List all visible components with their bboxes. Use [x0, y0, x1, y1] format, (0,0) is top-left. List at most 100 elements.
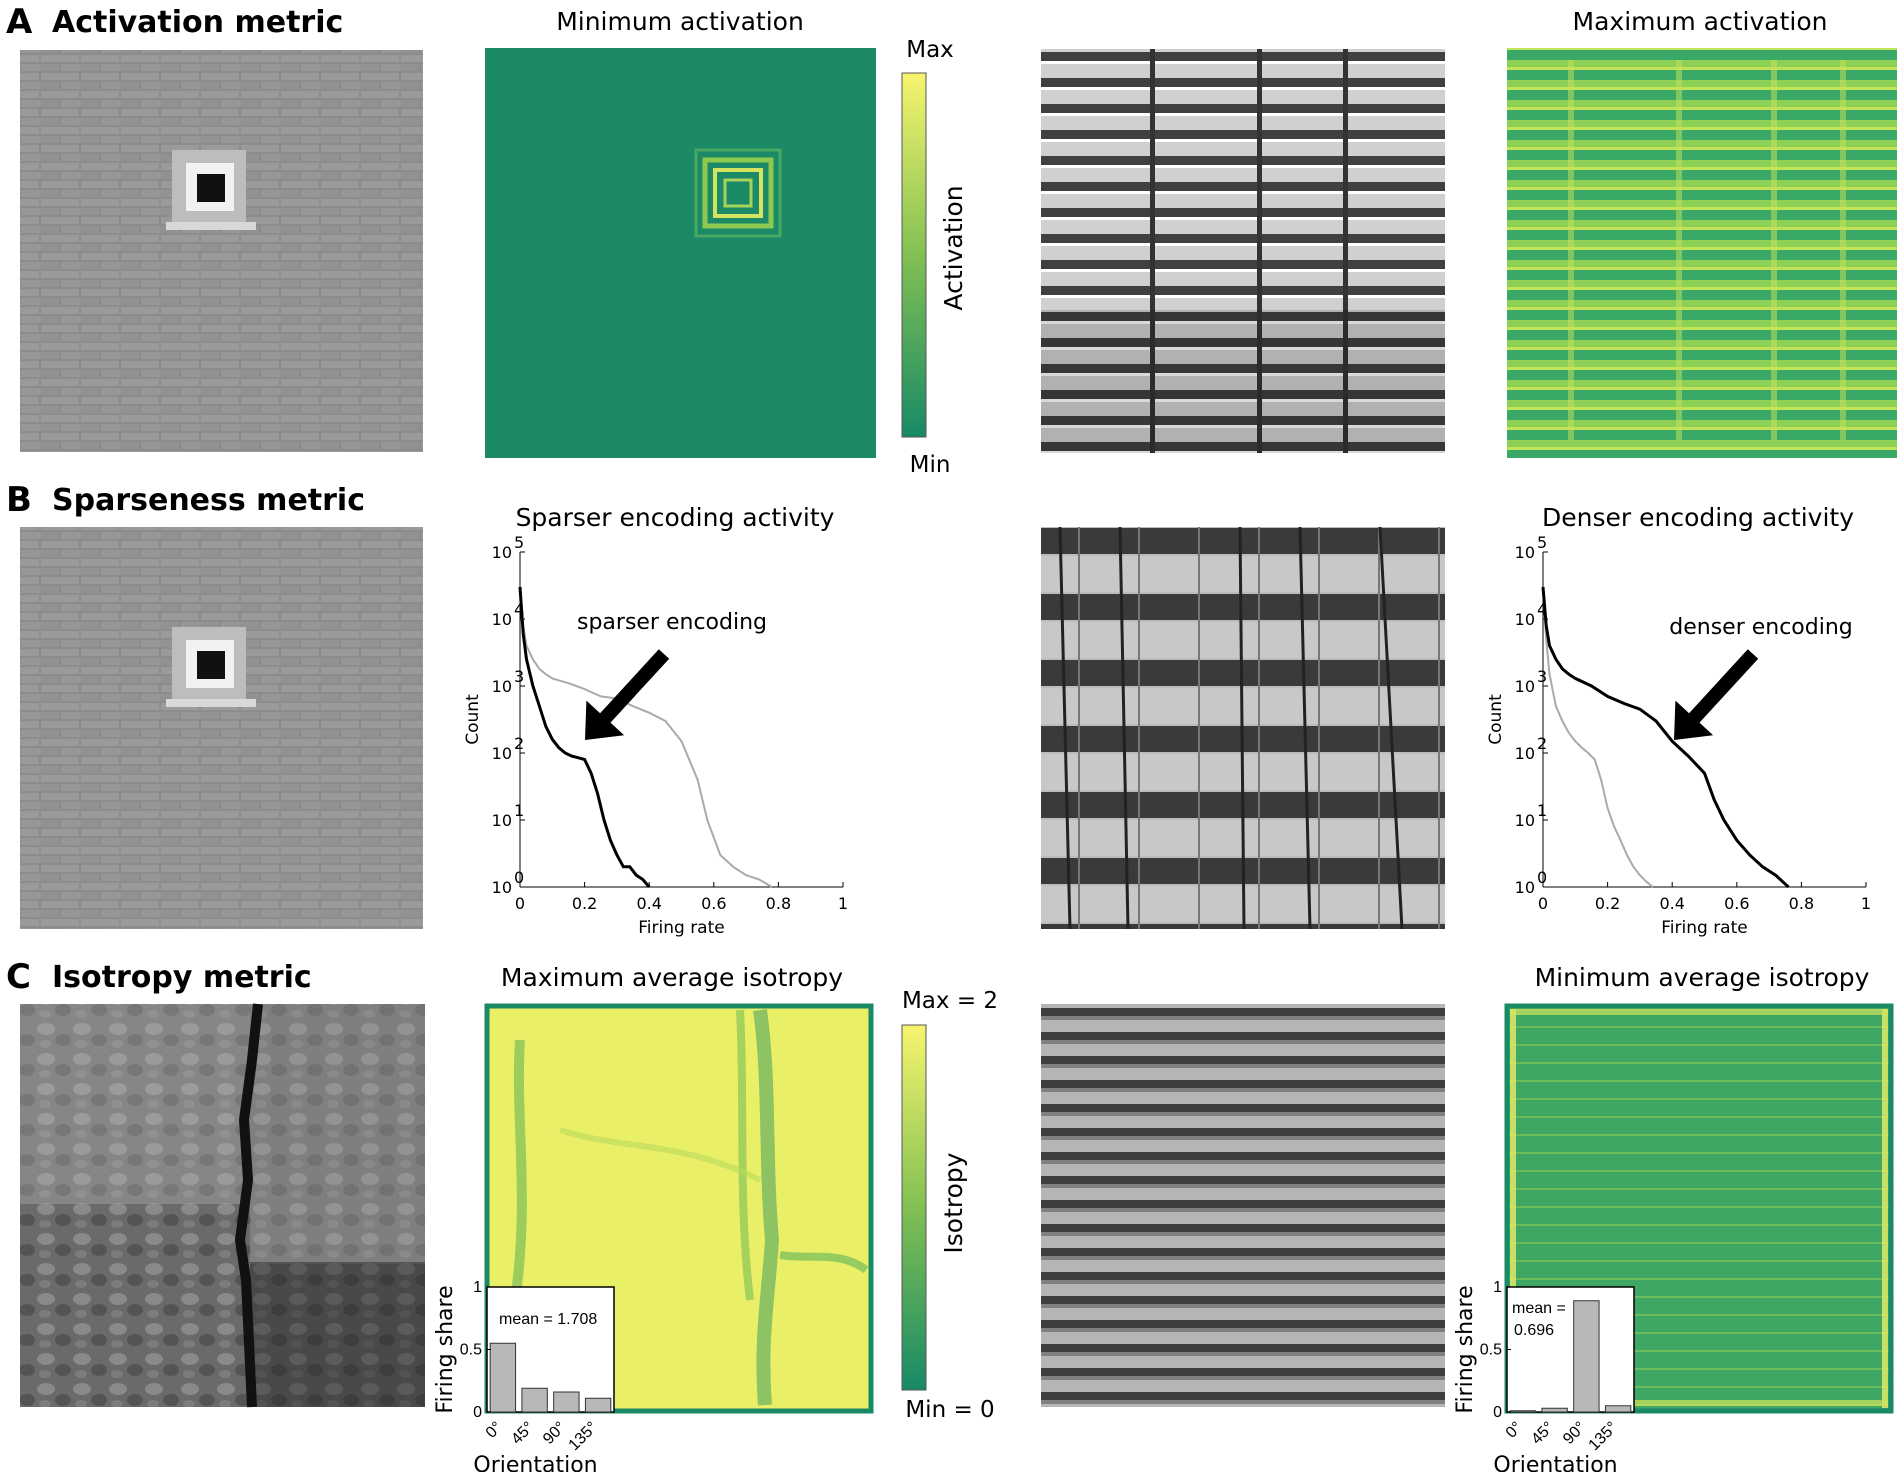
- y-tick-exponent: 4: [514, 600, 524, 619]
- y-tick-exponent: 1: [514, 801, 524, 820]
- brick-wall-image-b: [20, 527, 423, 929]
- y-axis-label: Firing share: [1453, 1285, 1478, 1413]
- y-tick-exponent: 0: [514, 868, 524, 887]
- y-tick-label: 10: [492, 878, 512, 897]
- x-axis-label: Orientation: [1493, 1453, 1617, 1472]
- max-isotropy-orientation-inset: 0° 45° 90°135° 0 0.5 1 Orientation Firing share…: [433, 1279, 615, 1472]
- subtitle-minimum-isotropy: Minimum average isotropy: [1535, 963, 1870, 992]
- blinds-image: [1041, 49, 1445, 453]
- y-tick-label: 10: [492, 543, 512, 562]
- subtitle-maximum-activation: Maximum activation: [1573, 7, 1828, 36]
- category-label: 135°: [1586, 1419, 1621, 1454]
- inset-frame: [1506, 1286, 1635, 1413]
- subtitle-maximum-isotropy: Maximum average isotropy: [501, 963, 843, 992]
- y-tick-label: 10: [492, 610, 512, 629]
- category-label: 45°: [1528, 1419, 1557, 1448]
- min-isotropy-orientation-inset: 0° 45° 90°135° 0 0.5 1 Orientation Firing share…: [1453, 1279, 1635, 1472]
- x-tick-label: 1: [1861, 894, 1871, 913]
- arrow-icon: [1674, 649, 1759, 740]
- y-tick-label: 10: [492, 811, 512, 830]
- activation-colorbar-label: Activation: [939, 185, 968, 310]
- panel-title-c: Isotropy metric: [52, 960, 312, 995]
- isotropy-colorbar: [901, 1024, 927, 1391]
- mean-annotation: 0.696: [1514, 1322, 1554, 1339]
- x-tick-label: 1: [838, 894, 848, 913]
- orientation-bar: [521, 1387, 548, 1413]
- y-tick-label: 10: [1515, 744, 1535, 763]
- panel-letter-c: C: [6, 957, 31, 997]
- maximum-activation-heatmap: [1507, 48, 1897, 458]
- category-label: 0°: [1503, 1419, 1526, 1442]
- y-tick-label: 10: [492, 744, 512, 763]
- stripes-image: [1041, 1004, 1445, 1407]
- y-tick-label: 1: [1493, 1279, 1502, 1296]
- y-tick-exponent: 4: [1537, 600, 1547, 619]
- annotation-text: sparser encoding: [577, 610, 767, 635]
- category-label: 90°: [1560, 1419, 1589, 1448]
- category-label: 135°: [566, 1419, 601, 1454]
- orientation-bar: [1509, 1410, 1537, 1413]
- orientation-bar: [1541, 1407, 1568, 1413]
- isotropy-colorbar-max: Max = 2: [902, 988, 998, 1014]
- subtitle-denser-encoding: Denser encoding activity: [1542, 503, 1854, 532]
- black-series-line: [518, 586, 651, 888]
- y-tick-label: 0: [473, 1404, 482, 1421]
- isotropy-colorbar-label: Isotropy: [939, 1152, 968, 1253]
- panel-title-a: Activation metric: [52, 5, 343, 40]
- y-tick-label: 0.5: [1480, 1342, 1502, 1359]
- stone-wall-image: [20, 1003, 425, 1408]
- x-tick-label: 0.2: [572, 894, 597, 913]
- black-series-line: [1541, 586, 1790, 889]
- category-label: 90°: [540, 1419, 569, 1448]
- y-tick-exponent: 5: [1537, 533, 1547, 552]
- y-tick-label: 10: [1515, 811, 1535, 830]
- y-tick-exponent: 5: [514, 533, 524, 552]
- y-tick-exponent: 1: [1537, 801, 1547, 820]
- y-tick-label: 0.5: [460, 1342, 482, 1359]
- y-axis-label: Count: [1486, 694, 1506, 745]
- x-axis-label: Firing rate: [638, 918, 724, 938]
- mean-annotation: mean = 1.708: [499, 1311, 597, 1328]
- y-tick-exponent: 2: [514, 734, 524, 753]
- y-axis-label: Firing share: [433, 1285, 458, 1413]
- x-tick-label: 0: [515, 894, 525, 913]
- subtitle-minimum-activation: Minimum activation: [556, 7, 804, 36]
- activation-colorbar-min: Min: [910, 452, 951, 478]
- orientation-bar: [584, 1397, 612, 1413]
- activation-colorbar: [901, 72, 927, 438]
- arrow-icon: [585, 649, 670, 740]
- isotropy-colorbar-min: Min = 0: [905, 1397, 994, 1423]
- x-tick-label: 0.2: [1595, 894, 1620, 913]
- y-tick-exponent: 3: [1537, 667, 1547, 686]
- x-tick-label: 0.6: [701, 894, 726, 913]
- category-label: 0°: [483, 1419, 506, 1442]
- activation-colorbar-max: Max: [906, 37, 954, 63]
- x-tick-label: 0.8: [766, 894, 791, 913]
- minimum-activation-heatmap: [485, 48, 876, 458]
- x-tick-label: 0: [1538, 894, 1548, 913]
- annotation-text: denser encoding: [1669, 615, 1853, 640]
- y-tick-label: 10: [1515, 677, 1535, 696]
- orientation-bar: [489, 1342, 517, 1413]
- x-axis-label: Orientation: [473, 1453, 597, 1472]
- panel-title-b: Sparseness metric: [52, 483, 365, 518]
- subtitle-sparser-encoding: Sparser encoding activity: [516, 503, 835, 532]
- building-facade-image: [1041, 526, 1445, 930]
- panel-letter-a: A: [6, 2, 33, 42]
- y-tick-label: 10: [1515, 878, 1535, 897]
- y-tick-label: 10: [1515, 610, 1535, 629]
- grey-series-line: [1542, 586, 1654, 888]
- x-tick-label: 0.4: [1659, 894, 1684, 913]
- x-axis-label: Firing rate: [1661, 918, 1747, 938]
- orientation-bar: [553, 1391, 580, 1413]
- x-tick-label: 0.4: [636, 894, 661, 913]
- y-axis-label: Count: [463, 694, 483, 745]
- category-label: 45°: [508, 1419, 537, 1448]
- y-tick-exponent: 2: [1537, 734, 1547, 753]
- y-tick-label: 1: [473, 1279, 482, 1296]
- orientation-bar: [1573, 1300, 1600, 1413]
- orientation-bar: [1604, 1405, 1632, 1413]
